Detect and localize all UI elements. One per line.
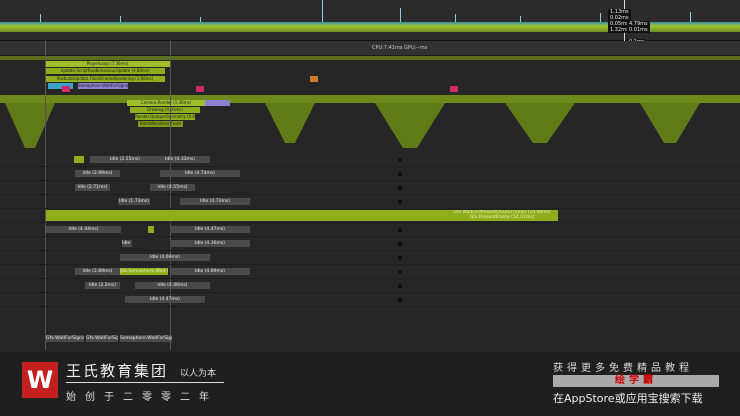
timeline-bar[interactable]: Gfx.WaitForSignal: [46, 335, 84, 342]
timeline-bar[interactable]: Idle (1.73ms): [118, 198, 150, 205]
thread-row: Idle (4.44ms) Idle (4.47ms): [0, 224, 740, 237]
frame-marker-icon: [398, 298, 402, 302]
frame-boundary: [170, 40, 171, 350]
flame-bar: [196, 86, 204, 92]
brand-logo: W: [22, 362, 58, 398]
timeline-bar[interactable]: Idle (4.72ms): [180, 198, 250, 205]
flame-bar: [265, 103, 315, 143]
timeline-bar[interactable]: Idle (4.44ms): [46, 226, 121, 233]
promo-download: 在AppStore或应用宝搜索下载: [553, 392, 703, 405]
promo-text: 获得更多免费精品教程: [553, 363, 693, 374]
flame-bar: [450, 86, 458, 92]
timeline-bar[interactable]: Idle (4.55ms): [150, 184, 195, 191]
divider: [66, 382, 224, 383]
cpu-usage-band: [0, 22, 740, 32]
graph-spike: [40, 14, 41, 22]
timeline-bar[interactable]: Idle (4.47ms): [170, 226, 250, 233]
flame-bar[interactable]: PlayerLoop (7.36ms): [45, 61, 170, 67]
timeline-bar[interactable]: Idle (2.55ms): [90, 156, 160, 163]
frame-marker-icon: [398, 270, 402, 274]
graph-spike: [200, 17, 201, 22]
timeline-bar[interactable]: Gfx.WaitForSignal: [86, 335, 118, 342]
timeline-bar[interactable]: Semaphore.WaitForSignal (2.90): [120, 335, 172, 342]
flame-bar[interactable]: Render.OpaqueGeometry (0.62ms): [135, 114, 195, 120]
cpu-gpu-time: CPU:7.41ms GPU:--ms: [372, 45, 428, 51]
frame-marker-icon: [398, 158, 402, 162]
flame-bar[interactable]: Semaphore.WaitForSignal: [78, 83, 128, 89]
timeline-bar[interactable]: Idle (4.46ms): [135, 282, 210, 289]
graph-spike: [690, 12, 691, 22]
graph-spike: [400, 8, 401, 22]
brand-name: 王氏教育集团: [66, 362, 169, 380]
tooltip: 0.05ms: [608, 21, 631, 27]
timeline-bar[interactable]: [74, 156, 84, 163]
thread-row: Gfx.WaitForPresentOnGfxThread (14.08ms) G…: [0, 210, 740, 223]
frame-marker-icon: [398, 242, 402, 246]
timeline-bar[interactable]: Idle (2.99ms): [75, 170, 120, 177]
flame-bar[interactable]: [48, 83, 73, 89]
flame-bar[interactable]: PostLateUpdate.FinishFrameRendering (1.6…: [45, 76, 165, 82]
flame-bar: [505, 103, 575, 143]
thread-row: Idle (2.55ms) Idle (4.33ms): [0, 154, 740, 167]
flame-bar[interactable]: BatchRenderer.Flush: [138, 121, 183, 127]
flame-bar: [375, 103, 445, 148]
frame-marker-icon: [398, 228, 402, 232]
frame-boundary: [45, 40, 46, 350]
timeline-bar[interactable]: Idle (1.67ms): [122, 240, 132, 247]
timeline-bar[interactable]: Idle (4.74ms): [160, 170, 240, 177]
thread-row: Idle (2.89ms)Job.Semaphore.Wait (1.47ms)…: [0, 266, 740, 279]
frame-marker-icon: [398, 200, 402, 204]
graph-spike: [600, 13, 601, 22]
promo-app-name: 绘学霸: [553, 375, 719, 387]
flame-bar: [0, 56, 740, 60]
tooltip: 4.79ms: [627, 21, 650, 27]
timeline-bar[interactable]: Idle (2.71ms): [75, 184, 110, 191]
timeline-bar[interactable]: Idle (4.36ms): [170, 240, 250, 247]
timeline-bar[interactable]: [148, 226, 154, 233]
thread-row: Idle (2.99ms) Idle (4.74ms): [0, 168, 740, 181]
timeline-bar[interactable]: Gfx.WaitForPresentOnGfxThread (14.08ms) G…: [46, 210, 558, 221]
frame-marker-icon: [398, 284, 402, 288]
brand-slogan: 以人为本: [180, 369, 217, 379]
graph-spike: [520, 16, 521, 22]
bar-label: Gfx.WaitForPresentOnGfxThread (14.08ms): [453, 210, 551, 215]
timeline-bar[interactable]: Idle (4.89ms): [170, 268, 250, 275]
bottom-thread-row: Gfx.WaitForSignal Gfx.WaitForSignal Sema…: [0, 333, 740, 345]
timeline-header: CPU:7.41ms GPU:--ms: [0, 41, 740, 56]
flame-bar: [0, 95, 740, 103]
flame-bar: [640, 103, 700, 143]
timeline-bar[interactable]: Job.Semaphore.Wait (1.47ms): [120, 268, 168, 275]
flame-bar[interactable]: Drawing (0.91ms): [130, 107, 200, 113]
thread-row: Idle (2.2ms) Idle (4.46ms): [0, 280, 740, 293]
cpu-usage-graph[interactable]: 1.13ms 0.02ms 0.05ms 1.32ms 4.79ms 0.01m…: [0, 0, 740, 46]
flame-bar: [62, 86, 70, 92]
frame-marker-icon: [398, 256, 402, 260]
tooltip: 0.02ms: [608, 15, 631, 21]
thread-row: Idle (4.69ms): [0, 252, 740, 265]
timeline-bar[interactable]: Idle (4.33ms): [150, 156, 210, 163]
thread-row: Idle (1.67ms) Idle (4.36ms): [0, 238, 740, 251]
flame-bar[interactable]: Update.ScriptRunBehaviourUpdate (4.80ms): [45, 68, 165, 74]
flame-bar: [5, 103, 55, 148]
tooltip: 0.01ms: [627, 27, 650, 33]
brand-since: 始创于二零零二年: [66, 392, 218, 403]
frame-marker-icon: [398, 186, 402, 190]
thread-row: Idle (4.47ms): [0, 294, 740, 307]
thread-row: Idle (1.73ms) Idle (4.72ms): [0, 196, 740, 209]
graph-spike: [322, 0, 323, 22]
timeline-bar[interactable]: Idle (2.89ms): [75, 268, 120, 275]
thread-row: Idle (2.71ms) Idle (4.55ms): [0, 182, 740, 195]
graph-spike: [120, 16, 121, 22]
flame-bar: [310, 76, 318, 82]
frame-marker-icon: [398, 172, 402, 176]
tooltip: 1.32ms: [608, 27, 631, 33]
timeline-bar[interactable]: Idle (4.47ms): [125, 296, 205, 303]
timeline-bar[interactable]: Idle (4.69ms): [120, 254, 210, 261]
timeline-bar[interactable]: Idle (2.2ms): [85, 282, 120, 289]
flame-bar[interactable]: Camera.Render (1.36ms): [127, 100, 205, 106]
tooltip: 1.13ms: [608, 9, 631, 15]
bar-label: Gfx.PresentFrame (14.07ms): [469, 215, 535, 220]
flame-bar[interactable]: [205, 100, 230, 106]
graph-spike: [455, 14, 456, 22]
